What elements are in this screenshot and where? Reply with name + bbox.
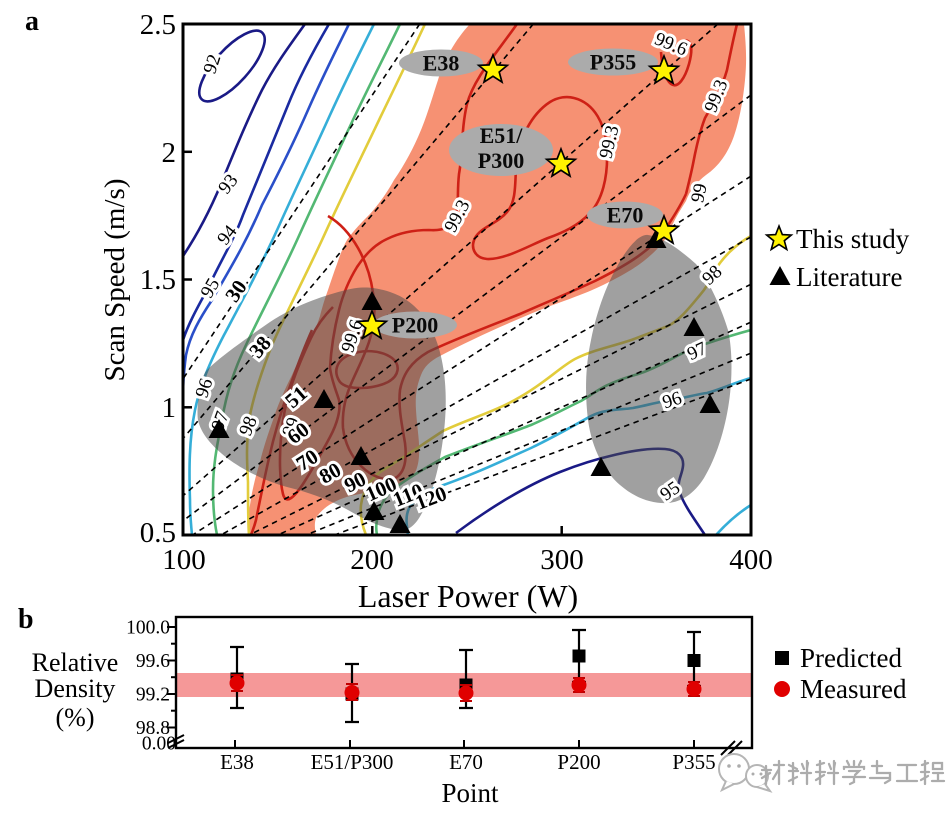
svg-text:Point: Point: [441, 778, 499, 808]
svg-text:100: 100: [162, 544, 206, 576]
svg-text:a: a: [25, 6, 39, 37]
svg-text:E51/: E51/: [480, 123, 524, 148]
svg-text:P200: P200: [392, 313, 438, 338]
svg-text:2.5: 2.5: [140, 9, 176, 41]
svg-text:100.0: 100.0: [126, 618, 170, 639]
svg-text:b: b: [18, 604, 34, 635]
svg-text:E70: E70: [607, 203, 644, 228]
svg-text:400: 400: [729, 544, 773, 576]
svg-text:99.6: 99.6: [136, 651, 170, 672]
svg-text:E38: E38: [423, 51, 460, 76]
svg-text:200: 200: [350, 544, 394, 576]
svg-text:0.00: 0.00: [142, 734, 176, 755]
svg-text:99.2: 99.2: [136, 685, 170, 706]
svg-text:Literature: Literature: [796, 262, 902, 292]
svg-text:1: 1: [162, 392, 177, 424]
svg-text:Density: Density: [35, 674, 116, 703]
svg-text:Scan Speed (m/s): Scan Speed (m/s): [99, 179, 131, 382]
svg-text:98.8: 98.8: [136, 718, 170, 739]
svg-text:E38: E38: [220, 750, 254, 774]
svg-text:Laser Power (W): Laser Power (W): [358, 578, 578, 614]
svg-text:E70: E70: [449, 750, 483, 774]
svg-text:2: 2: [162, 137, 177, 169]
svg-text:Relative: Relative: [32, 648, 119, 677]
svg-text:This study: This study: [796, 224, 910, 254]
svg-text:P300: P300: [478, 148, 524, 173]
svg-text:Predicted: Predicted: [800, 643, 902, 673]
svg-text:1.5: 1.5: [140, 264, 176, 296]
svg-text:300: 300: [540, 544, 584, 576]
svg-text:P200: P200: [557, 750, 600, 774]
svg-text:P355: P355: [672, 750, 715, 774]
svg-text:P355: P355: [590, 50, 636, 75]
svg-text:0.5: 0.5: [140, 517, 176, 549]
svg-text:E51/P300: E51/P300: [311, 750, 394, 774]
svg-text:(%): (%): [56, 703, 95, 732]
svg-text:Measured: Measured: [800, 674, 907, 704]
